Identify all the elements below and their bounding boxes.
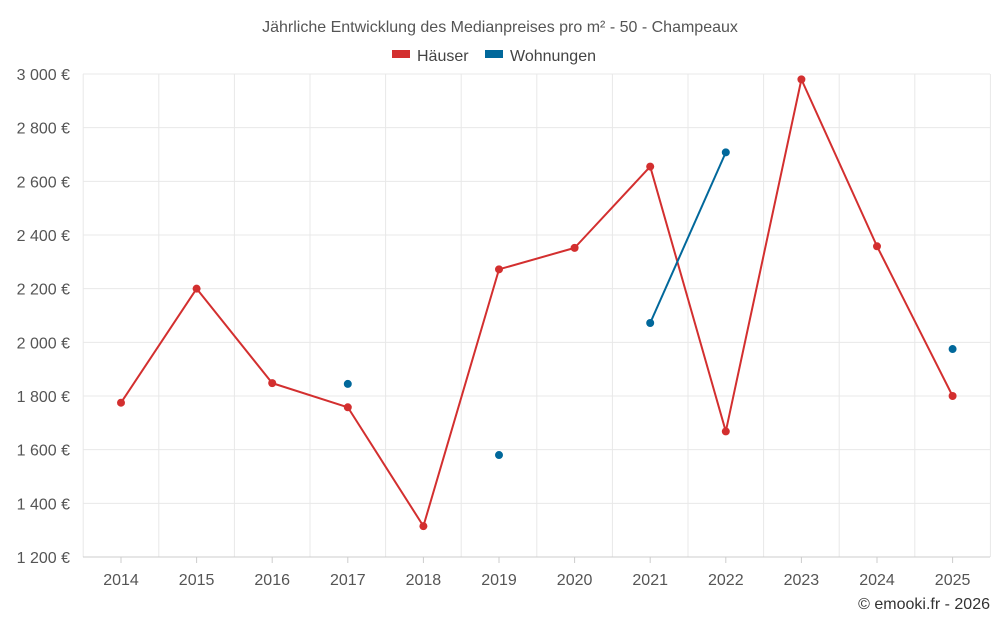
series-line (649, 151, 727, 324)
x-tick-label: 2019 (481, 572, 517, 589)
y-tick-label: 2 000 € (17, 335, 70, 352)
data-point[interactable] (873, 242, 881, 251)
y-tick-label: 2 400 € (17, 228, 70, 245)
y-tick-label: 1 800 € (17, 389, 70, 406)
series-1 (343, 148, 957, 460)
data-point[interactable] (797, 75, 806, 84)
grid (82, 73, 991, 558)
y-tick-label: 1 600 € (17, 443, 70, 460)
y-tick-label: 1 200 € (17, 550, 70, 567)
legend-item-haeuser[interactable]: Häuser (392, 48, 469, 65)
x-tick-label: 2020 (557, 572, 593, 589)
legend-label-haeuser: Häuser (417, 48, 469, 65)
x-tick-label: 2023 (784, 572, 820, 589)
x-tick-label: 2016 (254, 572, 290, 589)
x-tick-label: 2015 (179, 572, 215, 589)
x-tick-label: 2025 (935, 572, 971, 589)
data-point[interactable] (495, 451, 503, 460)
data-point[interactable] (192, 284, 201, 293)
series-0 (117, 75, 957, 531)
series-line (120, 78, 954, 528)
x-tick-label: 2024 (859, 572, 895, 589)
data-point[interactable] (948, 392, 957, 400)
data-point[interactable] (948, 345, 957, 354)
legend-label-wohnungen: Wohnungen (510, 48, 596, 65)
chart-title: Jährliche Entwicklung des Medianpreises … (262, 19, 738, 36)
x-tick-label: 2017 (330, 572, 366, 589)
data-point[interactable] (721, 427, 730, 436)
data-point[interactable] (570, 243, 579, 252)
x-tick-label: 2014 (103, 572, 139, 589)
y-tick-label: 3 000 € (17, 67, 70, 84)
x-tick-label: 2021 (632, 572, 668, 589)
y-tick-label: 1 400 € (17, 496, 70, 513)
x-tick-label: 2022 (708, 572, 744, 589)
data-point[interactable] (721, 148, 730, 157)
y-tick-label: 2 600 € (17, 174, 70, 191)
legend-swatch-haeuser (392, 50, 410, 58)
data-point[interactable] (646, 319, 655, 328)
data-point[interactable] (268, 379, 277, 388)
y-tick-label: 2 200 € (17, 282, 70, 299)
data-point[interactable] (343, 403, 352, 412)
x-axis: 2014 2015 2016 2017 2018 2019 2020 2021 2022 2023… (103, 557, 970, 589)
x-tick-label: 2018 (406, 572, 442, 589)
data-point[interactable] (117, 398, 125, 407)
legend-item-wohnungen[interactable]: Wohnungen (485, 48, 596, 65)
credit-text: © emooki.fr - 2026 (858, 596, 990, 613)
data-point[interactable] (495, 265, 503, 274)
y-axis: 3 000 € 2 800 € 2 600 € 2 400 € 2 200 € 2 000… (17, 67, 70, 567)
data-point[interactable] (343, 379, 352, 388)
y-tick-label: 2 800 € (17, 121, 70, 138)
legend: Häuser Wohnungen (392, 48, 596, 65)
legend-swatch-wohnungen (485, 50, 503, 58)
series (117, 75, 957, 531)
data-point[interactable] (646, 162, 655, 171)
data-point[interactable] (419, 522, 428, 531)
